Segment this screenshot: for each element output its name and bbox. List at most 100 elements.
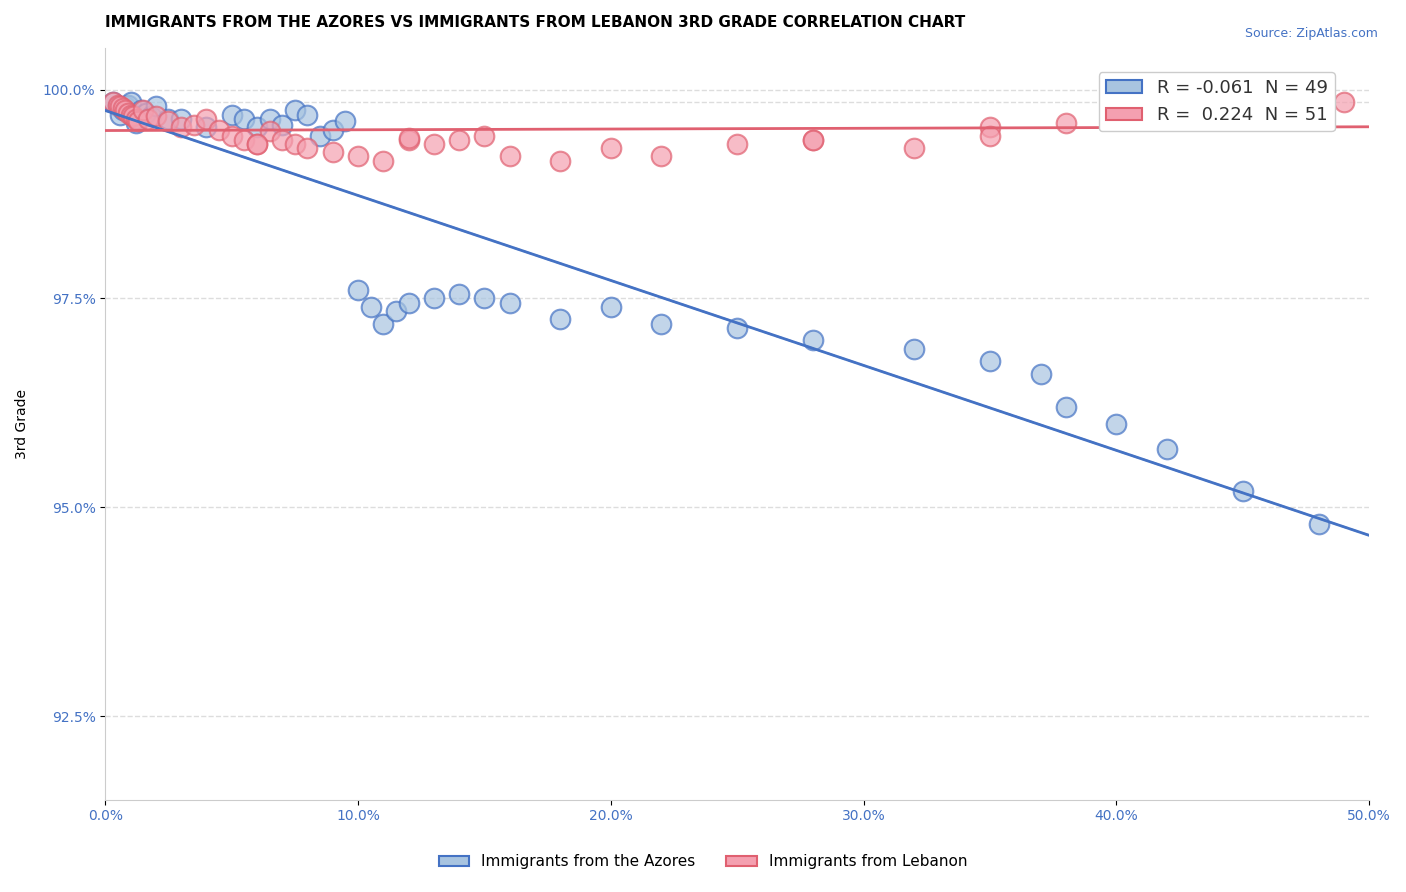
Point [801,333,824,347]
Point [650,149,672,163]
Point [195,112,218,126]
Point [271,118,294,132]
Point [423,292,446,306]
Point [107,97,129,112]
Point [246,136,269,151]
Point [1105,112,1128,126]
Point [548,153,571,168]
Point [1054,116,1077,130]
Point [127,112,149,126]
Point [135,106,157,120]
Point [903,141,925,155]
Point [101,95,124,110]
Legend: R = -0.061  N = 49, R =  0.224  N = 51: R = -0.061 N = 49, R = 0.224 N = 51 [1099,72,1334,131]
Point [246,120,269,135]
Point [801,133,824,147]
Text: IMMIGRANTS FROM THE AZORES VS IMMIGRANTS FROM LEBANON 3RD GRADE CORRELATION CHAR: IMMIGRANTS FROM THE AZORES VS IMMIGRANTS… [105,15,966,30]
Point [145,99,167,113]
Point [170,112,193,126]
Point [903,342,925,356]
Point [297,108,319,122]
Point [233,133,256,147]
Point [259,124,281,138]
Point [398,295,420,310]
Point [474,292,496,306]
Point [360,300,382,314]
Point [548,312,571,326]
Point [246,136,269,151]
Point [129,103,152,118]
Point [725,136,748,151]
Point [322,145,344,160]
Point [1029,367,1052,381]
Point [801,133,824,147]
Point [132,103,155,118]
Point [599,141,621,155]
Point [221,128,243,143]
Point [725,320,748,334]
Point [979,354,1001,368]
Point [183,118,205,132]
Point [1232,103,1254,118]
Point [385,304,408,318]
Point [373,153,395,168]
Point [120,95,142,110]
Point [979,120,1001,135]
Point [122,109,145,123]
Point [284,136,307,151]
Point [449,133,471,147]
Point [111,103,134,118]
Point [398,133,420,147]
Point [1308,87,1330,101]
Point [284,103,307,118]
Point [111,101,134,115]
Point [271,133,294,147]
Point [1232,483,1254,498]
Text: Source: ZipAtlas.com: Source: ZipAtlas.com [1244,27,1378,40]
Point [117,97,139,112]
Point [101,95,124,110]
Point [124,116,146,130]
Point [499,295,522,310]
Point [208,122,231,136]
Point [157,112,180,126]
Point [120,108,142,122]
Point [122,108,145,122]
Point [599,300,621,314]
Point [1333,95,1355,110]
Point [474,128,496,143]
Point [1156,442,1178,456]
Point [114,103,136,118]
Point [233,112,256,126]
Point [322,122,344,136]
Point [398,131,420,145]
Point [1308,517,1330,532]
Point [499,149,522,163]
Point [110,108,132,122]
Point [110,99,132,113]
Point [1105,417,1128,431]
Point [979,128,1001,143]
Point [423,136,446,151]
Point [127,114,149,128]
Point [1282,99,1305,113]
Point [136,112,159,126]
Point [114,99,136,113]
Point [170,120,193,135]
Point [347,149,370,163]
Point [124,112,146,126]
Point [335,114,357,128]
Point [195,120,218,135]
Y-axis label: 3rd Grade: 3rd Grade [15,389,30,458]
Point [449,287,471,301]
Point [650,317,672,331]
Point [373,317,395,331]
Point [221,108,243,122]
Point [117,106,139,120]
Point [347,283,370,297]
Point [297,141,319,155]
Point [107,99,129,113]
Point [157,114,180,128]
Point [259,112,281,126]
Point [1054,400,1077,414]
